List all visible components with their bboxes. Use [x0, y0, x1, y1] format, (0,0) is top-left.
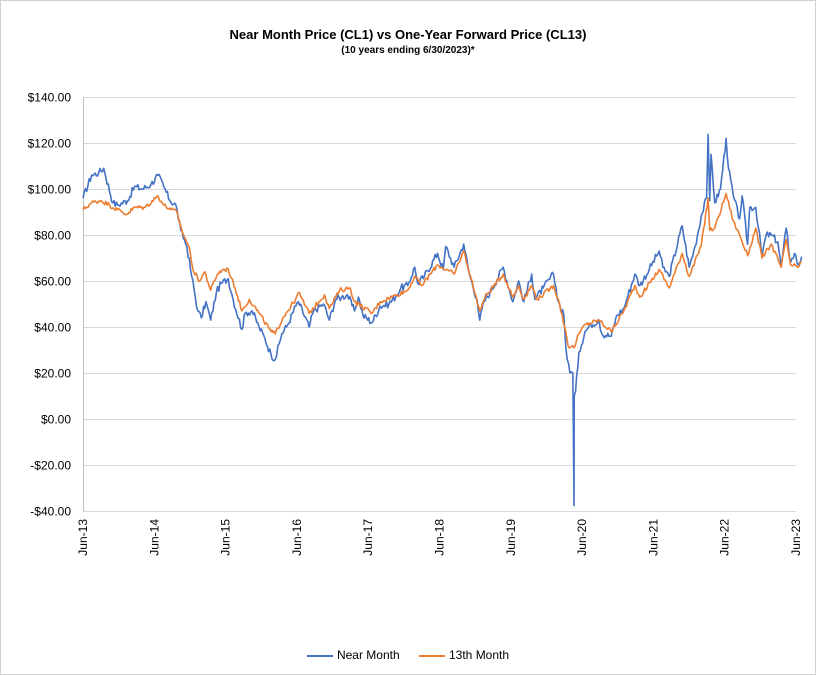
x-tick-label: Jun-16 [290, 519, 304, 556]
legend-label-near-month: Near Month [336, 648, 400, 662]
series-lines [82, 133, 803, 507]
x-tick-label: Jun-23 [789, 519, 803, 556]
chart-title: Near Month Price (CL1) vs One-Year Forwa… [229, 27, 587, 42]
x-tick-label: Jun-15 [219, 519, 233, 556]
y-tick-label: -$40.00 [30, 505, 71, 519]
legend-label-13th-month: 13th Month [449, 648, 510, 662]
y-tick-label: $20.00 [34, 367, 71, 381]
y-tick-label: $120.00 [28, 137, 72, 151]
x-tick-label: Jun-22 [718, 519, 732, 556]
y-tick-label: $100.00 [28, 183, 72, 197]
y-tick-label: -$20.00 [30, 459, 71, 473]
x-tick-label: Jun-21 [646, 519, 660, 556]
x-tick-label: Jun-19 [504, 519, 518, 556]
x-tick-label: Jun-14 [147, 519, 161, 556]
legend-item-near-month: Near Month [306, 648, 400, 662]
x-tick-label: Jun-18 [433, 519, 447, 556]
y-tick-label: $0.00 [41, 413, 71, 427]
legend: Near Month 13th Month [0, 648, 816, 662]
chart-subtitle: (10 years ending 6/30/2023)* [341, 45, 475, 56]
axes: -$40.00 -$20.00 $0.00 $20.00 $40.00 $60.00 $80… [28, 91, 803, 556]
series-line-13th-month [82, 192, 803, 349]
y-tick-label: $40.00 [34, 321, 71, 335]
y-tick-label: $140.00 [28, 91, 72, 105]
legend-item-13th-month: 13th Month [419, 648, 509, 662]
legend-swatch-near-month [306, 654, 333, 657]
series-line-near-month [82, 133, 803, 507]
x-tick-label: Jun-20 [575, 519, 589, 556]
y-tick-label: $80.00 [34, 229, 71, 243]
x-tick-label: Jun-17 [361, 519, 375, 556]
gridlines [83, 97, 796, 512]
legend-swatch-13th-month [419, 654, 445, 657]
x-tick-label: Jun-13 [76, 519, 90, 556]
y-tick-label: $60.00 [34, 275, 71, 289]
